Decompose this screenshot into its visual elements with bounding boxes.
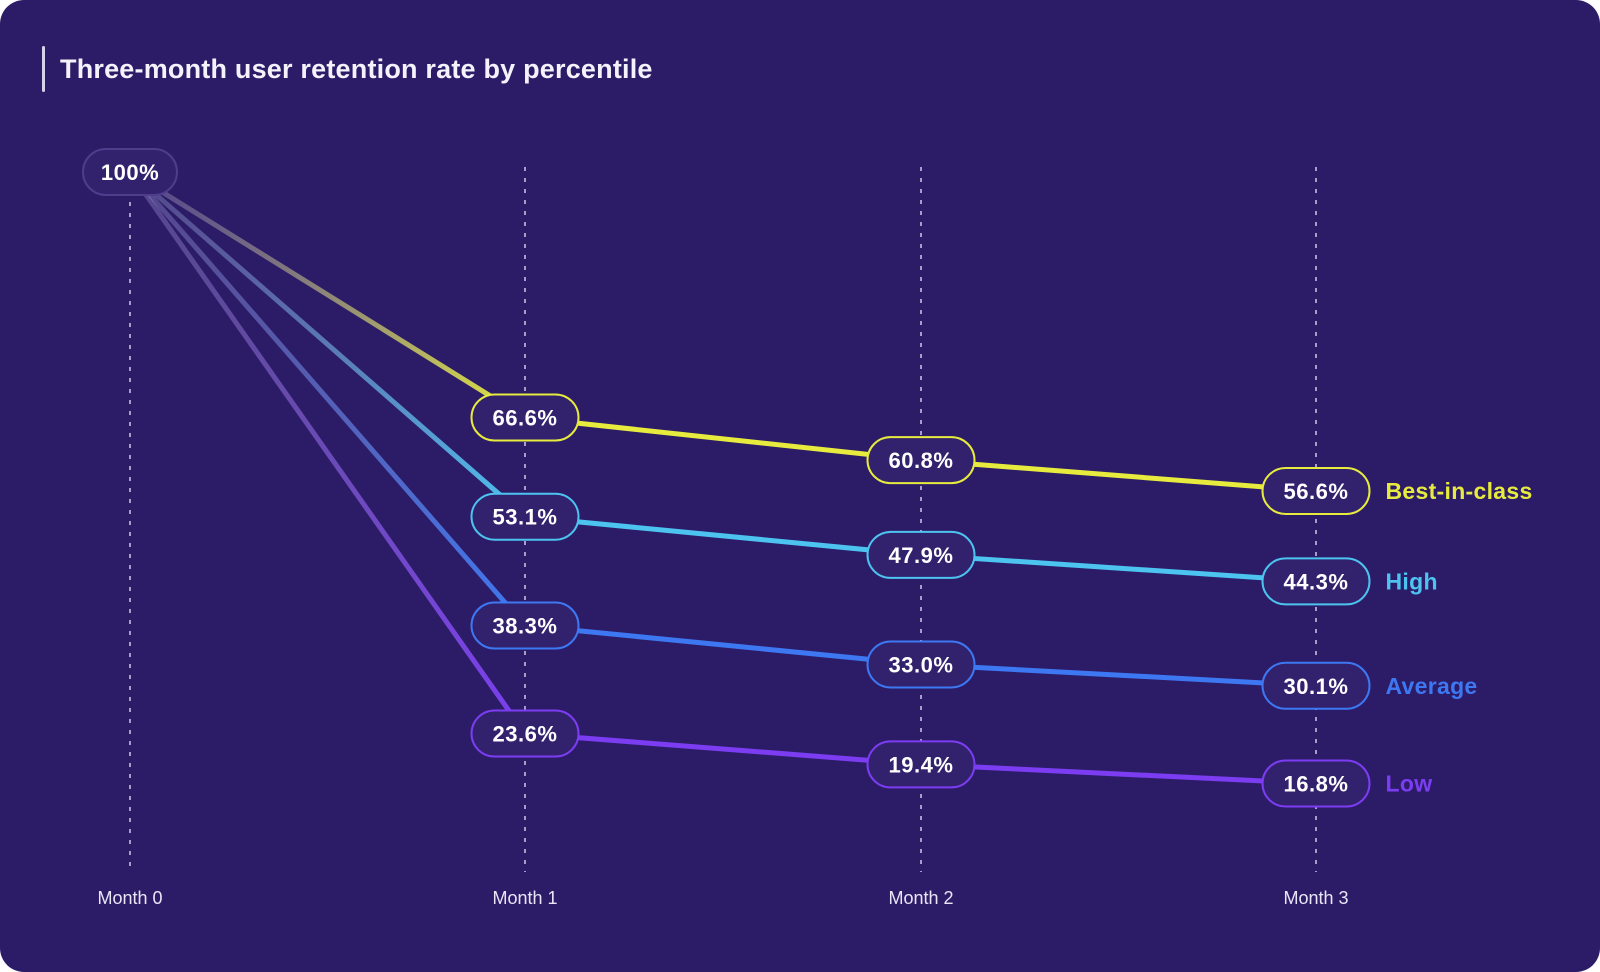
- legend-label-average: Average: [1386, 673, 1478, 699]
- pill-value-label: 38.3%: [493, 613, 558, 638]
- pill-value-label: 23.6%: [493, 722, 558, 747]
- pill-value-label: 66.6%: [493, 405, 558, 430]
- data-pill-average-m3: 30.1%: [1261, 661, 1371, 710]
- data-pill-best-in-class-m1: 66.6%: [470, 393, 580, 442]
- pill-value-label: 44.3%: [1284, 569, 1349, 594]
- pill-value-label: 30.1%: [1284, 674, 1349, 699]
- series-line-start-high: [127, 169, 528, 520]
- data-pill-best-in-class-m2: 60.8%: [866, 436, 976, 485]
- series-line-start-average: [127, 169, 528, 628]
- data-pill-average-m2: 33.0%: [866, 640, 976, 689]
- data-pill-low-m1: 23.6%: [470, 709, 580, 758]
- title-accent-bar: [42, 46, 45, 92]
- data-pill-high-m1: 53.1%: [470, 492, 580, 541]
- series-line-start-best-in-class: [127, 169, 528, 420]
- pill-value-label: 16.8%: [1284, 772, 1349, 797]
- legend-label-low: Low: [1386, 771, 1433, 797]
- pill-value-label: 53.1%: [493, 505, 558, 530]
- legend-label-high: High: [1386, 568, 1438, 594]
- pill-value-label: 56.6%: [1284, 479, 1349, 504]
- pill-value-label: 47.9%: [889, 543, 954, 568]
- x-axis-label-month-1: Month 1: [492, 888, 557, 908]
- data-pill-low-m3: 16.8%: [1261, 759, 1371, 808]
- x-axis-label-month-2: Month 2: [888, 888, 953, 908]
- pill-value-label: 60.8%: [889, 448, 954, 473]
- chart-header: Three-month user retention rate by perce…: [42, 46, 653, 92]
- pill-value-label: 33.0%: [889, 652, 954, 677]
- series-line-start-low: [127, 169, 528, 737]
- data-pill-high-m3: 44.3%: [1261, 557, 1371, 606]
- x-axis-label-month-0: Month 0: [97, 888, 162, 908]
- data-pill-high-m2: 47.9%: [866, 530, 976, 579]
- chart-title: Three-month user retention rate by perce…: [60, 53, 653, 84]
- pill-value-label: 100%: [101, 160, 159, 185]
- legend-label-best-in-class: Best-in-class: [1386, 478, 1533, 504]
- pill-value-label: 19.4%: [889, 752, 954, 777]
- data-pill-best-in-class-m3: 56.6%: [1261, 466, 1371, 515]
- x-axis-label-month-3: Month 3: [1283, 888, 1348, 908]
- data-pill-average-m1: 38.3%: [470, 601, 580, 650]
- data-pill-low-m2: 19.4%: [866, 740, 976, 789]
- data-pill-start: 100%: [82, 148, 178, 196]
